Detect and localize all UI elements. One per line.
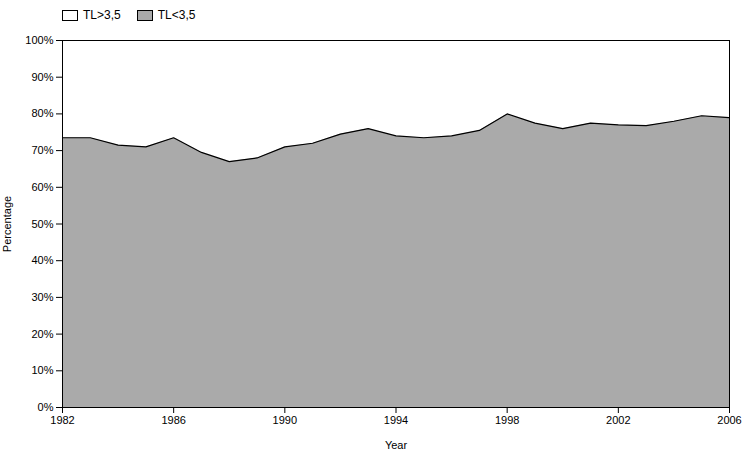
svg-text:40%: 40% [31, 254, 53, 266]
svg-text:Percentage: Percentage [1, 196, 13, 252]
svg-text:80%: 80% [31, 107, 53, 119]
svg-text:1998: 1998 [495, 414, 519, 426]
svg-text:Year: Year [385, 439, 408, 451]
svg-text:0%: 0% [38, 401, 54, 413]
svg-text:1982: 1982 [50, 414, 74, 426]
svg-text:1986: 1986 [161, 414, 185, 426]
svg-text:30%: 30% [31, 291, 53, 303]
svg-text:100%: 100% [25, 34, 53, 46]
svg-text:1994: 1994 [384, 414, 408, 426]
svg-text:60%: 60% [31, 181, 53, 193]
svg-text:90%: 90% [31, 71, 53, 83]
svg-text:1990: 1990 [273, 414, 297, 426]
svg-text:20%: 20% [31, 328, 53, 340]
html-text:TL>3,5: TL>3,5 [83, 8, 121, 22]
svg-text:50%: 50% [31, 218, 53, 230]
svg-text:2006: 2006 [717, 414, 741, 426]
svg-text:10%: 10% [31, 364, 53, 376]
svg-text:2002: 2002 [606, 414, 630, 426]
svg-text:70%: 70% [31, 144, 53, 156]
html-text:TL<3,5: TL<3,5 [157, 8, 196, 22]
